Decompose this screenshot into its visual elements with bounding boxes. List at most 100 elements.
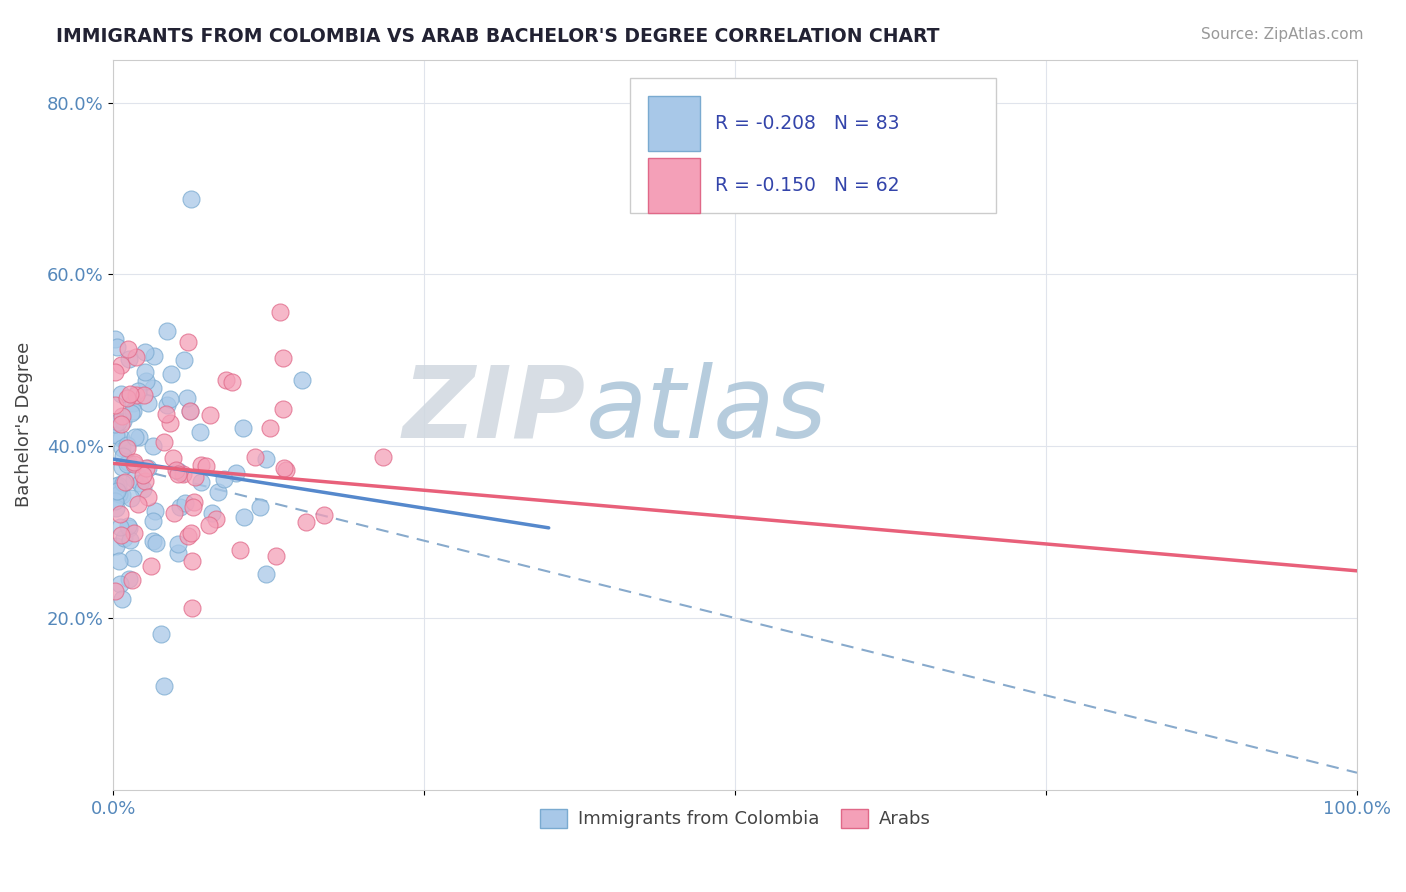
Point [124,429,146,443]
Point [110,417,132,431]
Point [188,425,211,439]
Point [120,406,142,420]
Point [180,526,202,541]
Point [127,384,149,398]
Point [112,531,135,545]
Point [111,460,134,475]
Point [249,500,271,514]
Point [141,439,163,453]
Point [254,452,277,467]
Point [169,500,191,514]
Point [155,407,177,421]
Point [120,491,142,505]
Point [183,495,205,509]
Point [142,533,165,548]
Point [115,391,138,405]
Point [229,542,252,557]
Point [295,515,318,529]
Point [135,374,157,388]
Point [115,438,138,452]
Point [117,457,139,471]
Point [177,529,200,543]
Point [121,550,143,565]
Point [108,576,131,591]
FancyBboxPatch shape [648,158,700,213]
Point [183,500,205,515]
Point [105,539,128,553]
Point [145,535,167,549]
Point [156,398,179,412]
Point [110,431,132,445]
Text: Source: ZipAtlas.com: Source: ZipAtlas.com [1201,27,1364,42]
Point [112,414,135,428]
Text: ZIP: ZIP [404,361,586,458]
Point [172,467,194,482]
Point [176,391,198,405]
Point [124,455,146,469]
Point [108,487,131,501]
Point [110,528,132,542]
Text: R = -0.150   N = 62: R = -0.150 N = 62 [716,176,900,195]
Point [371,450,394,464]
Point [190,458,212,472]
Point [179,403,201,417]
Point [166,464,188,478]
Point [125,351,148,365]
Point [117,519,139,533]
Point [271,401,294,416]
Point [167,536,190,550]
Point [125,388,148,402]
Point [110,386,132,401]
Point [190,475,212,489]
Point [132,467,155,482]
Point [104,365,127,379]
Point [122,396,145,410]
Point [153,434,176,449]
Point [121,404,143,418]
Point [111,591,134,606]
Point [111,409,134,423]
Point [107,415,129,429]
Point [166,467,188,482]
Point [118,387,141,401]
Point [142,514,165,528]
Point [198,408,221,422]
Point [104,398,127,412]
Point [180,600,202,615]
Point [134,364,156,378]
Point [214,473,236,487]
Point [108,520,131,534]
Point [127,497,149,511]
Point [269,304,291,318]
Point [174,496,197,510]
Point [114,475,136,489]
Point [143,349,166,363]
Point [117,342,139,356]
Text: IMMIGRANTS FROM COLOMBIA VS ARAB BACHELOR'S DEGREE CORRELATION CHART: IMMIGRANTS FROM COLOMBIA VS ARAB BACHELO… [56,27,939,45]
Point [122,526,145,541]
Point [149,627,172,641]
Point [159,392,181,406]
Point [152,679,174,693]
Point [117,521,139,535]
Point [264,549,287,563]
Point [163,506,186,520]
Point [110,358,132,372]
Point [274,463,297,477]
Point [291,373,314,387]
Point [215,373,238,387]
Point [271,351,294,365]
Point [136,490,159,504]
Point [104,500,127,515]
Legend: Immigrants from Colombia, Arabs: Immigrants from Colombia, Arabs [533,802,938,836]
Point [104,428,127,442]
Point [159,368,181,382]
Point [156,324,179,338]
Point [107,478,129,492]
Point [312,508,335,522]
Point [173,352,195,367]
Point [179,404,201,418]
Point [104,417,127,431]
Text: atlas: atlas [586,361,828,458]
Point [159,416,181,430]
